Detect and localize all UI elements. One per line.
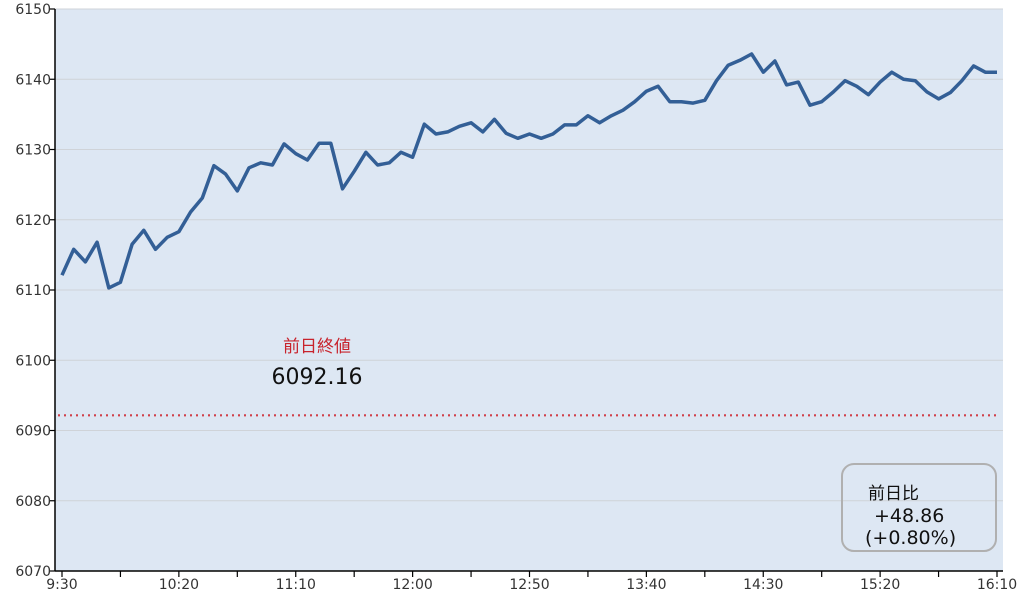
x-tick-label: 14:30 bbox=[743, 577, 783, 593]
x-tick-label: 11:10 bbox=[276, 577, 316, 593]
x-tick-label: 9:30 bbox=[46, 577, 77, 593]
change-percent: (+0.80%) bbox=[865, 527, 956, 549]
y-tick-label: 6120 bbox=[15, 213, 51, 229]
x-tick-label: 12:00 bbox=[392, 577, 432, 593]
x-tick-label: 15:20 bbox=[860, 577, 900, 593]
y-tick-label: 6150 bbox=[15, 2, 51, 18]
y-tick-label: 6110 bbox=[15, 283, 51, 299]
reference-value-label: 6092.16 bbox=[272, 365, 363, 390]
change-box-label: 前日比 bbox=[868, 484, 919, 504]
x-tick-label: 13:40 bbox=[626, 577, 666, 593]
reference-label: 前日終値 bbox=[283, 337, 351, 357]
y-tick-label: 6140 bbox=[15, 72, 51, 88]
y-tick-label: 6090 bbox=[15, 424, 51, 440]
y-tick-label: 6080 bbox=[15, 494, 51, 510]
change-value: +48.86 bbox=[874, 505, 944, 527]
y-tick-label: 6130 bbox=[15, 143, 51, 159]
series-line bbox=[60, 52, 997, 290]
y-tick-label: 6070 bbox=[15, 564, 51, 580]
x-tick-label: 12:50 bbox=[509, 577, 549, 593]
x-tick-label: 10:20 bbox=[159, 577, 199, 593]
change-box bbox=[841, 463, 997, 552]
y-tick-label: 6100 bbox=[15, 353, 51, 369]
x-tick-label: 16:10 bbox=[977, 577, 1017, 593]
